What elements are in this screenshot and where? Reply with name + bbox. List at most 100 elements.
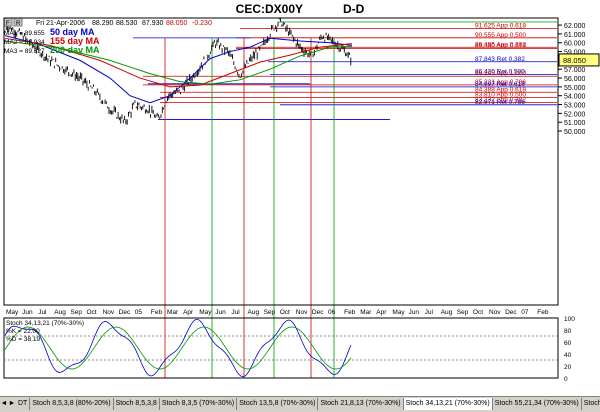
price-tick-label: 56.000 [564,76,586,83]
indicator-tab[interactable]: DT [16,398,31,410]
price-tick-label: 53.000 [564,103,586,110]
indicator-tab[interactable]: Stoch 55,21,34 (70%-30%) [493,398,582,410]
ma-200-line [4,40,353,85]
stoch-axis-label: 40 [564,352,572,359]
time-label: Oct [87,309,97,316]
indicator-tab[interactable]: Stoch 34,13,21 (70%-30%) [403,398,493,410]
time-label: 05 [135,309,143,316]
fib-label: 83.810 App 0.500 [475,91,526,98]
price-tick-label: 55.000 [564,85,586,92]
ma-id: MA2 = 89.934 [4,39,45,46]
time-label: Mar [360,309,372,316]
fib-label: 84.997 Ret 0.618 [475,81,525,88]
stoch-k-line [4,318,352,378]
ma-155-line [4,37,353,88]
period-label: D-D [343,2,365,16]
current-price-box [558,53,600,67]
indicator-tab[interactable]: Stoch 8,5,3,8 [114,398,160,410]
time-label: May [392,309,405,316]
time-label: Jul [425,309,434,316]
stoch-axis-label: 80 [564,328,572,335]
price-tick-label: 50.000 [564,129,586,136]
time-label: Nov [103,309,115,316]
ma-id: MA1 = 89.655 [4,30,45,37]
header-change: -0.230 [192,20,212,27]
price-panel-frame [3,17,559,306]
time-label: Aug [248,309,260,316]
time-label: Nov [489,309,501,316]
next-nav-icon[interactable]: ► [8,400,16,407]
indicator-tab-bar: ◄► DT Stoch 8,5,3,8 (80%-20%) Stoch 8,5,3,8… [0,396,600,412]
time-label: May [199,309,212,316]
price-bars [4,17,352,125]
stoch-d-line [4,326,352,370]
stoch-label: Stoch 34,13,21 (70%-30%) [6,320,84,327]
ma-name: 50 day MA [50,27,95,37]
time-label: Dec [312,309,324,316]
fib-label: 87.843 Ret 0.382 [475,56,525,63]
prev-nav-icon[interactable]: ◄ [0,400,8,407]
fib-label: 90.555 App 0.500 [475,32,526,39]
indicator-tab[interactable]: Stoch 8,5,3,8 (80%-20%) [30,398,114,410]
r-label: R [16,21,21,27]
price-tick-label: 59.000 [564,50,586,57]
fib-label: 82.971 Ret 0.786 [475,99,525,106]
f-label: F [6,21,10,27]
time-label: Aug [54,309,66,316]
time-label: Jun [215,309,226,316]
fib-label: 86.205 App 1.000 [475,70,526,77]
time-label: Jul [38,309,47,316]
time-label: Sep [264,309,276,316]
stoch-label: %K = 22.00 [6,328,40,335]
indicator-tab[interactable]: Stoch 21,8,13 (70%-30%) [318,398,404,410]
time-label: Sep [457,309,469,316]
time-label: May [6,309,19,316]
time-label: Oct [280,309,290,316]
price-tick-label: 57.000 [564,67,586,74]
time-label: Feb [537,309,549,316]
price-chart[interactable]: 91.625 App 0.618 90.555 App 0.500 89.485 A… [0,0,600,396]
stochastic-panel: 100 80 60 40 20 0 Stoch 34,13,21 (70%-30%)%K =… [3,316,575,383]
price-tick-label: 62.000 [564,23,586,30]
price-tick-label: 60.000 [564,41,586,48]
indicator-tab[interactable]: Stoch 89,34,55 (70%-30%) [582,398,600,410]
ma-id: MA3 = 89.627 [4,48,45,55]
time-label: Dec [119,309,131,316]
time-label: Jun [409,309,420,316]
time-label: Mar [167,309,179,316]
time-label: Oct [473,309,483,316]
stoch-axis-label: 100 [564,316,575,323]
time-label: Jul [231,309,240,316]
header-high: 88.530 [116,20,138,27]
indicator-tab[interactable]: Stoch 13,5,8 (70%-30%) [237,398,319,410]
ma-50-line [4,35,353,104]
time-label: Sep [70,309,82,316]
indicator-tab[interactable]: Stoch 8,3,5 (70%-30%) [160,398,238,410]
fib-label: 84.388 App 0.618 [475,86,526,93]
current-price-label: 88.050 [563,56,586,65]
time-label: Dec [505,309,517,316]
chart-header: F R Fri 21-Apr-2006 88.290 88.530 87.930 88.05… [3,17,212,55]
header-close: 88.050 [166,20,188,27]
time-label: Feb [151,309,163,316]
header-date: Fri 21-Apr-2006 [36,20,85,27]
time-label: Apr [183,309,194,316]
chart-title: CEC:DX00Y D-D [0,0,600,18]
fib-label: 91.625 App 0.618 [475,22,526,29]
price-tick-label: 54.000 [564,94,586,101]
fib-label: 86.420 Ret 0.500 [475,68,525,75]
moving-average-lines [4,35,353,104]
time-label: Nov [296,309,308,316]
time-label: Feb [344,309,356,316]
header-open: 88.290 [92,20,114,27]
time-label: Apr [376,309,387,316]
fib-label: 89.485 App 0.382 [475,41,526,48]
stoch-axis-label: 0 [564,376,568,383]
time-label: 06 [328,309,336,316]
stoch-label: %D = 38.19 [6,336,41,343]
ma-name: 200 day MA [50,45,100,55]
time-label: Jun [22,309,33,316]
time-label: Aug [441,309,453,316]
price-tick-label: 52.000 [564,111,586,118]
cycle-markers [164,38,335,378]
